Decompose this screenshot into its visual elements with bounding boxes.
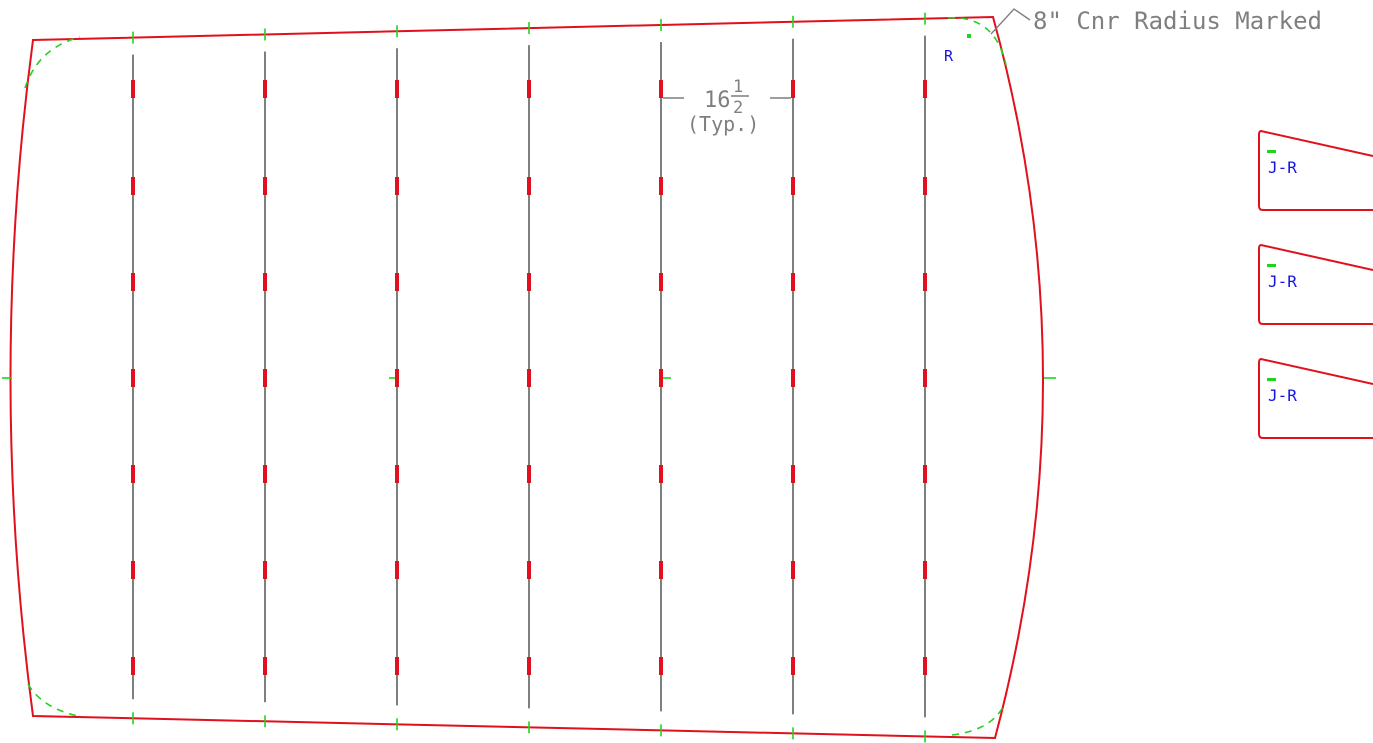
spacing-dimension: 16 1 2 (Typ.) [663,77,791,136]
stay-pocket [791,273,795,291]
stay-pocket [527,80,531,98]
corner-arc-top-right [947,17,1007,66]
stay-pocket [791,369,795,387]
stay-pocket [131,465,135,483]
stay-pocket [923,369,927,387]
spacing-denominator: 2 [733,98,743,118]
corner-arc-bottom-left [27,683,79,717]
side-piece: J-R [1258,243,1373,325]
stay-pocket [131,561,135,579]
stay-pocket [527,177,531,195]
side-piece-outline [1258,243,1373,325]
bottom-edge-ticks [132,712,926,743]
stay-group [131,35,927,718]
stay-pocket [131,273,135,291]
stay-pocket [659,273,663,291]
stay-pocket [527,369,531,387]
spacing-whole: 16 [704,88,731,113]
corner-radius-label: 8" Cnr Radius Marked [1033,7,1322,35]
stay-pocket [263,177,267,195]
spacing-note: (Typ.) [687,112,759,136]
stay-pocket [263,80,267,98]
stay-pocket [131,177,135,195]
side-piece-outline [1258,129,1373,211]
stay-pocket [527,657,531,675]
stay-pocket [659,80,663,98]
side-piece-label: J-R [1268,158,1297,177]
stay-pocket [923,657,927,675]
stay-pocket [659,561,663,579]
top-edge-ticks [132,12,926,44]
stay-pocket [395,465,399,483]
corner-radius-marks [24,17,1007,736]
corner-radius-leader [990,8,1031,35]
stay-pocket [923,273,927,291]
spacing-numerator: 1 [733,77,743,97]
corner-arc-bottom-right [951,704,1005,736]
stay-pocket [791,561,795,579]
stay-pocket [923,80,927,98]
stay-pocket [395,80,399,98]
stay-pocket [527,273,531,291]
stay-pocket [263,273,267,291]
stay-pocket [263,465,267,483]
side-piece-label: J-R [1268,272,1297,291]
stay-pocket [131,369,135,387]
side-piece-label: J-R [1268,386,1297,405]
side-piece-group: J-R J-R J-R [1258,129,1373,439]
corner-arc-top-left [24,36,81,89]
stay-pocket [923,465,927,483]
stay-pocket [659,177,663,195]
stay-pocket [263,657,267,675]
side-piece: J-R [1258,357,1373,439]
corner-point [967,34,971,38]
stay-pocket [923,177,927,195]
stay-pocket [131,657,135,675]
stay-pocket [395,369,399,387]
stay-pocket [527,465,531,483]
stay-pocket [395,561,399,579]
panel-outline [9,15,1044,740]
stay-pocket [263,561,267,579]
stay-pocket [791,177,795,195]
stay-pocket [263,369,267,387]
stay-pocket [791,657,795,675]
stay-pocket [791,80,795,98]
stay-pocket [527,561,531,579]
stay-pocket [659,657,663,675]
stay-pocket [659,465,663,483]
stay-pocket [791,465,795,483]
side-piece-outline [1258,357,1373,439]
side-piece-stitch-mark [1267,378,1276,381]
corner-marker-label: R [944,47,954,65]
stay-pocket [923,561,927,579]
stay-pocket [131,80,135,98]
stay-pocket [659,369,663,387]
stay-pocket [395,657,399,675]
side-piece: J-R [1258,129,1373,211]
stay-pocket [395,177,399,195]
side-piece-stitch-mark [1267,264,1276,267]
side-piece-stitch-mark [1267,150,1276,153]
stay-pocket [395,273,399,291]
